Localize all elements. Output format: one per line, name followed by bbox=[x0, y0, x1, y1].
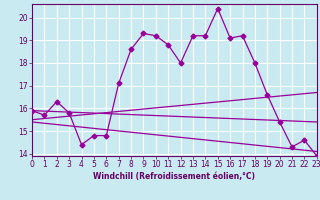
X-axis label: Windchill (Refroidissement éolien,°C): Windchill (Refroidissement éolien,°C) bbox=[93, 172, 255, 181]
